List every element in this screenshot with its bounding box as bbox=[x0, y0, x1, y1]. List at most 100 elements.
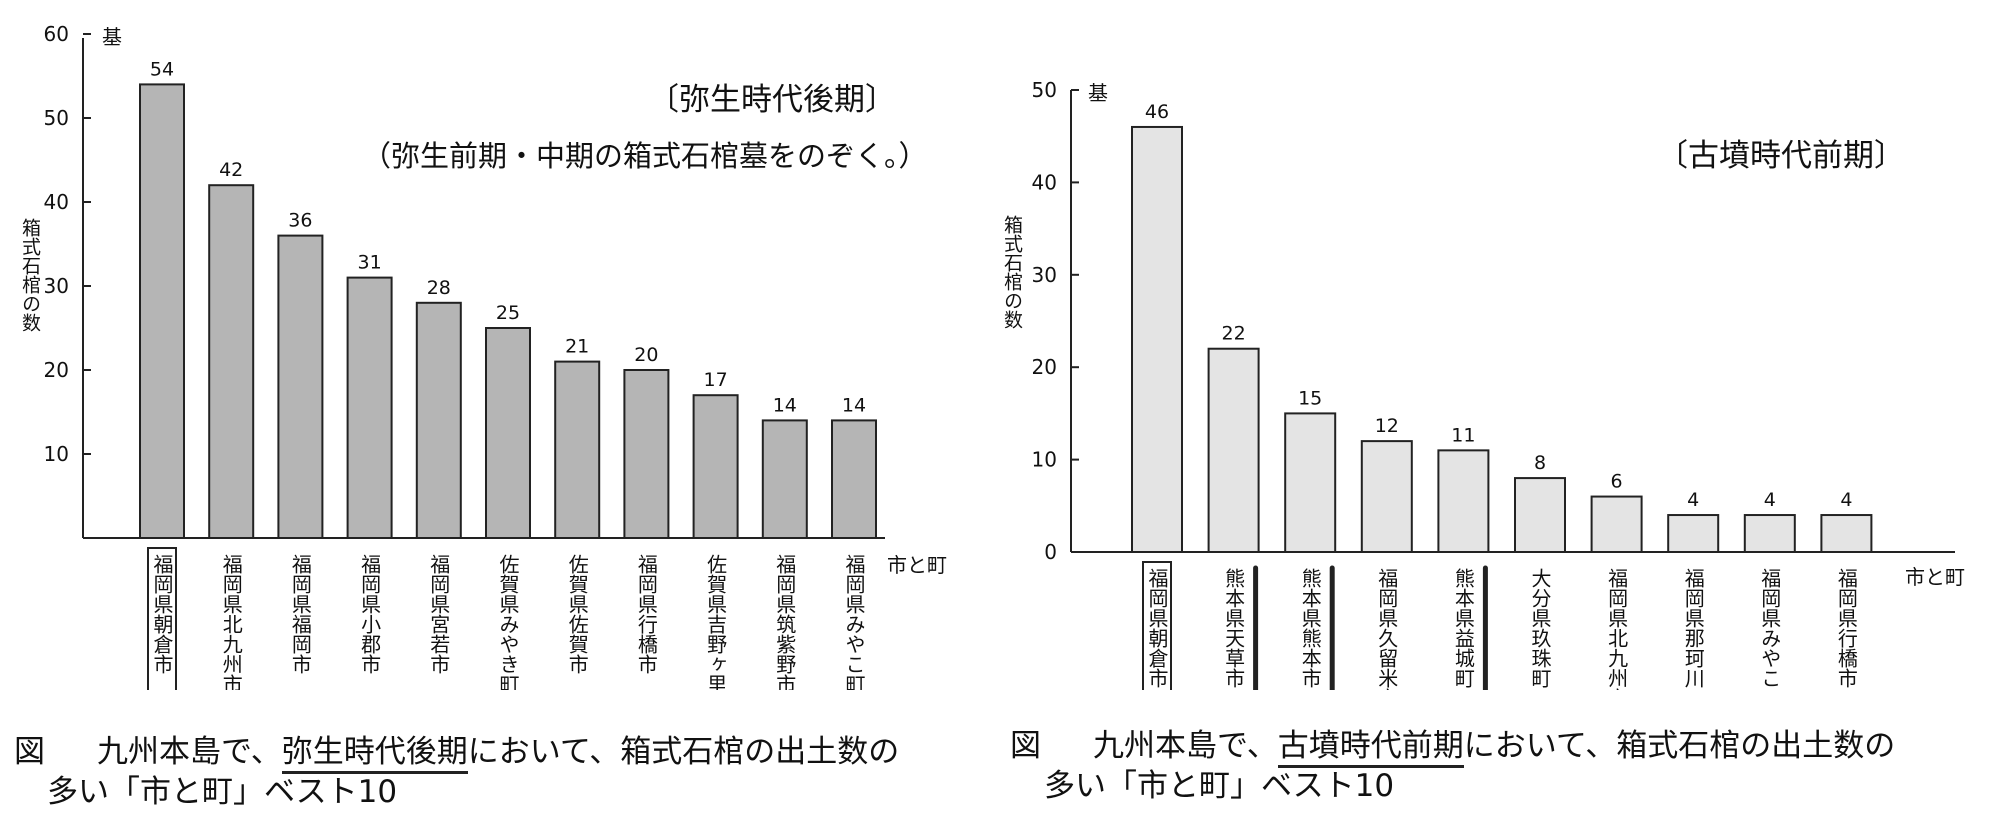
y-tick-label: 10 bbox=[44, 442, 69, 466]
category-label: 福岡県行橋市 bbox=[634, 554, 658, 674]
caption-fig-label: 図 bbox=[1010, 728, 1041, 764]
bar bbox=[1131, 125, 1183, 554]
y-unit-label: 基 bbox=[102, 25, 122, 49]
category-label: 福岡県みやこ町 bbox=[842, 554, 866, 690]
y-tick-label: 30 bbox=[44, 274, 69, 298]
bar-value-label: 21 bbox=[565, 336, 589, 358]
bar bbox=[1360, 440, 1413, 553]
bar bbox=[1207, 347, 1260, 553]
category-label: 熊本県益城町 bbox=[1451, 568, 1475, 688]
y-tick-label: 20 bbox=[1032, 355, 1057, 379]
caption-period-highlight: 古墳時代前期 bbox=[1277, 728, 1464, 768]
bar-value-label: 12 bbox=[1375, 415, 1399, 437]
bar-value-label: 4 bbox=[1687, 489, 1699, 511]
bar-value-label: 15 bbox=[1298, 387, 1322, 409]
bar-value-label: 4 bbox=[1840, 489, 1852, 511]
bar bbox=[761, 419, 808, 539]
y-axis-label: 箱式石棺の数 bbox=[19, 218, 41, 332]
category-label: 福岡県筑紫野市 bbox=[773, 554, 797, 690]
bar bbox=[139, 83, 185, 540]
y-tick-label: 20 bbox=[44, 358, 69, 382]
category-label: 佐賀県吉野ヶ里町 bbox=[704, 554, 728, 690]
category-label: 熊本県熊本市 bbox=[1298, 568, 1322, 688]
y-tick-label: 30 bbox=[1032, 263, 1057, 287]
caption-period-highlight: 弥生時代後期 bbox=[281, 734, 468, 774]
bar bbox=[1514, 477, 1566, 553]
bar bbox=[1437, 449, 1490, 553]
caption-fig-label: 図 bbox=[14, 734, 45, 770]
caption-text: 九州本島で、 bbox=[97, 734, 282, 770]
bar-value-label: 8 bbox=[1534, 452, 1546, 474]
y-tick-label: 50 bbox=[1032, 78, 1057, 102]
caption-line2: 多い「市と町」ベスト10 bbox=[1044, 768, 1395, 804]
bar-value-label: 14 bbox=[842, 394, 866, 416]
y-tick-label: 40 bbox=[44, 190, 69, 214]
bar-value-label: 54 bbox=[150, 58, 174, 80]
bar-value-label: 20 bbox=[634, 344, 658, 366]
category-label: 福岡県那珂川町 bbox=[1681, 568, 1705, 690]
caption-left: 図 九州本島で、弥生時代後期において、箱式石棺の出土数の 多い「市と町」ベスト10 bbox=[14, 732, 899, 812]
bar bbox=[1743, 514, 1796, 553]
bar bbox=[1820, 514, 1873, 553]
category-label: 佐賀県みやき町 bbox=[496, 554, 520, 690]
bar-value-label: 6 bbox=[1611, 471, 1623, 493]
caption-text: 九州本島で、 bbox=[1093, 728, 1278, 764]
bar bbox=[831, 419, 877, 539]
bar-value-label: 4 bbox=[1764, 489, 1776, 511]
y-tick-label: 10 bbox=[1032, 448, 1057, 472]
caption-text: において、箱式石棺の出土数の bbox=[1463, 728, 1896, 764]
y-unit-label: 基 bbox=[1088, 81, 1108, 105]
bar-value-label: 17 bbox=[704, 369, 728, 391]
bar-value-label: 28 bbox=[427, 277, 451, 299]
category-label: 福岡県宮若市 bbox=[427, 554, 451, 674]
x-axis-label: 市と町 bbox=[1905, 565, 1965, 589]
bar-value-label: 25 bbox=[496, 302, 520, 324]
caption-line2: 多い「市と町」ベスト10 bbox=[47, 774, 398, 810]
bar bbox=[277, 234, 324, 539]
category-label: 福岡県朝倉市 bbox=[150, 554, 174, 674]
category-label: 福岡県みやこ町 bbox=[1758, 568, 1782, 690]
y-axis-label: 箱式石棺の数 bbox=[1001, 215, 1023, 329]
category-label: 福岡県北九州市 bbox=[219, 554, 243, 690]
category-label: 福岡県小郡市 bbox=[358, 554, 382, 674]
bar-value-label: 36 bbox=[288, 210, 312, 232]
category-label: 佐賀県佐賀市 bbox=[565, 554, 589, 674]
category-label: 大分県玖珠町 bbox=[1528, 568, 1552, 688]
y-tick-label: 60 bbox=[44, 22, 69, 46]
chart-subtitle: （弥生前期・中期の箱式石棺墓をのぞく。） bbox=[362, 139, 928, 173]
x-axis-label: 市と町 bbox=[887, 553, 947, 577]
bar bbox=[1667, 514, 1720, 553]
category-label: 熊本県天草市 bbox=[1222, 568, 1246, 688]
chart-title: 〔古墳時代前期〕 bbox=[1657, 138, 1905, 174]
bar bbox=[485, 327, 531, 539]
bar bbox=[623, 369, 670, 539]
category-label: 福岡県福岡市 bbox=[288, 554, 312, 674]
bar-value-label: 22 bbox=[1222, 323, 1246, 345]
category-highlight-box bbox=[1142, 561, 1172, 690]
bar bbox=[346, 276, 393, 539]
bar bbox=[692, 394, 739, 540]
bar-value-label: 14 bbox=[773, 394, 797, 416]
bar-value-label: 11 bbox=[1451, 424, 1475, 446]
caption-right: 図 九州本島で、古墳時代前期において、箱式石棺の出土数の 多い「市と町」ベスト10 bbox=[1010, 726, 1895, 806]
bar-value-label: 42 bbox=[219, 159, 243, 181]
bar bbox=[554, 360, 601, 539]
bar bbox=[415, 301, 462, 539]
bar-value-label: 46 bbox=[1145, 101, 1169, 123]
bar-value-label: 31 bbox=[358, 252, 382, 274]
category-label: 福岡県行橋市 bbox=[1834, 568, 1858, 688]
chart-title: 〔弥生時代後期〕 bbox=[648, 82, 896, 118]
bar bbox=[1590, 495, 1643, 553]
y-tick-label: 40 bbox=[1032, 170, 1057, 194]
y-tick-label: 50 bbox=[44, 106, 69, 130]
category-label: 福岡県久留米市 bbox=[1375, 568, 1399, 690]
category-highlight-box bbox=[147, 547, 177, 690]
bar bbox=[208, 184, 255, 539]
category-label: 福岡県朝倉市 bbox=[1145, 568, 1169, 688]
y-tick-label: 0 bbox=[1044, 540, 1057, 564]
caption-text: において、箱式石棺の出土数の bbox=[467, 734, 900, 770]
bar bbox=[1284, 412, 1337, 553]
category-label: 福岡県北九州市 bbox=[1605, 568, 1629, 690]
